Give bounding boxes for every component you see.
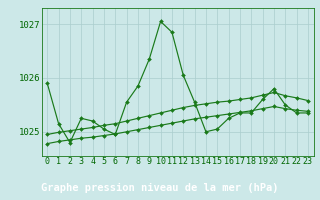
- Text: Graphe pression niveau de la mer (hPa): Graphe pression niveau de la mer (hPa): [41, 183, 279, 193]
